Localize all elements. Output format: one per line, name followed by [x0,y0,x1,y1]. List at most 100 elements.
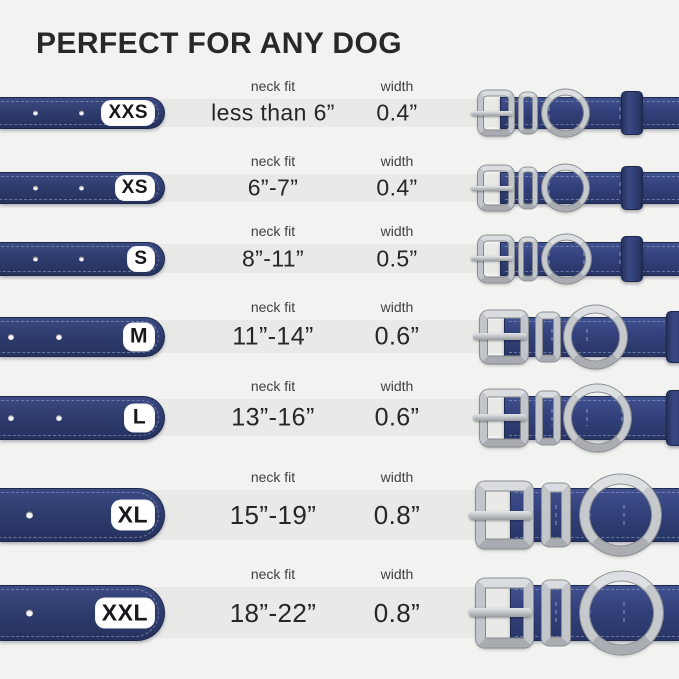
collar-strap [500,172,679,204]
buckle-prong-icon [471,185,513,191]
metal-keeper-icon [519,92,537,134]
collar-hole [26,511,33,519]
width-label: width [380,78,414,94]
collar-tip-end: XL [0,488,165,542]
size-row-l: neck fit width 13”-16” 0.6” L [0,379,679,451]
buckle-icon [469,481,533,549]
neck-fit-value: 11”-14” [232,322,314,350]
buckle-prong-icon [471,256,513,261]
page-title: PERFECT FOR ANY DOG [36,27,402,60]
collar-hole [79,185,84,191]
metal-keeper-icon [519,237,537,280]
leather-keeper [621,91,643,135]
neck-fit-label: neck fit [250,566,296,582]
collar-hole [33,110,38,116]
collar-strap [500,97,679,129]
buckle-prong-icon [469,510,532,520]
neck-fit-label: neck fit [250,223,296,239]
buckle-prong-icon [473,333,527,340]
buckle-prong-icon [471,110,513,116]
size-row-xl: neck fit width 15”-19” 0.8” XL [0,470,679,556]
width-value: 0.8” [373,500,421,530]
metal-keeper-icon [536,312,560,361]
collar-hole [33,185,38,191]
buckle-icon [473,310,528,363]
neck-fit-value: 15”-19” [229,500,317,530]
metal-keeper-icon [519,167,537,209]
size-badge: L [124,403,155,432]
collar-buckle-end [460,474,679,556]
neck-fit-value: 6”-7” [247,174,299,201]
width-label: width [380,378,414,394]
collar-hole [8,414,14,421]
d-ring-icon [564,384,631,451]
width-value: 0.6” [374,403,420,431]
buckle-icon [471,235,514,282]
size-badge: XL [110,499,155,531]
width-value: 0.4” [376,174,418,201]
neck-fit-label: neck fit [250,469,296,485]
size-badge: XXS [101,100,155,126]
collar-tip-end: XXS [0,97,165,129]
metal-keeper-icon [542,483,570,547]
leather-keeper [666,310,679,363]
width-value: 0.6” [374,322,420,350]
collar-buckle-end [460,89,679,137]
size-row-xxs: neck fit width less than 6” 0.4” XXS [0,79,679,137]
collar-tip-end: XS [0,172,165,204]
collar-buckle-end [460,305,679,368]
buckle-prong-icon [473,414,527,421]
collar-buckle-end [460,234,679,283]
neck-fit-label: neck fit [250,153,296,169]
neck-fit-value: 18”-22” [229,597,317,628]
size-badge: S [127,245,155,272]
d-ring-icon [580,571,663,654]
size-badge: M [123,322,155,351]
neck-fit-value: less than 6” [211,99,335,126]
leather-keeper [621,235,643,282]
size-row-xs: neck fit width 6”-7” 0.4” XS [0,154,679,212]
buckle-prong-icon [469,608,532,617]
metal-keeper-icon [542,580,570,645]
metal-keeper-icon [536,391,560,444]
width-value: 0.4” [376,99,418,126]
size-badge: XS [114,175,155,201]
collar-hole [56,414,62,421]
d-ring-icon [564,305,627,368]
collar-buckle-end [460,571,679,654]
d-ring-icon [542,234,591,283]
buckle-icon [469,578,533,647]
neck-fit-value: 8”-11” [241,245,305,271]
leather-keeper [621,166,643,210]
buckle-icon [471,90,514,136]
collar-hole [79,110,84,116]
leather-keeper [666,389,679,446]
d-ring-icon [580,474,661,556]
size-row-m: neck fit width 11”-14” 0.6” M [0,300,679,368]
width-value: 0.8” [373,597,421,628]
collar-hole [79,256,84,261]
d-ring-icon [542,164,589,212]
collar-hole [8,333,14,340]
buckle-icon [471,165,514,211]
neck-fit-label: neck fit [250,299,296,315]
width-label: width [380,469,414,485]
width-label: width [380,223,414,239]
collar-tip-end: L [0,395,165,440]
collar-tip-end: XXL [0,584,165,641]
neck-fit-label: neck fit [250,378,296,394]
collar-hole [26,609,33,616]
width-label: width [380,153,414,169]
collar-tip-end: M [0,316,165,357]
collar-buckle-end [460,384,679,451]
d-ring-icon [542,89,589,137]
collar-hole [33,256,38,261]
size-row-xxl: neck fit width 18”-22” 0.8” XXL [0,567,679,654]
width-value: 0.5” [376,245,418,271]
size-badge: XXL [94,597,155,628]
collar-hole [56,333,62,340]
neck-fit-label: neck fit [250,78,296,94]
collar-tip-end: S [0,241,165,276]
buckle-icon [473,389,528,446]
